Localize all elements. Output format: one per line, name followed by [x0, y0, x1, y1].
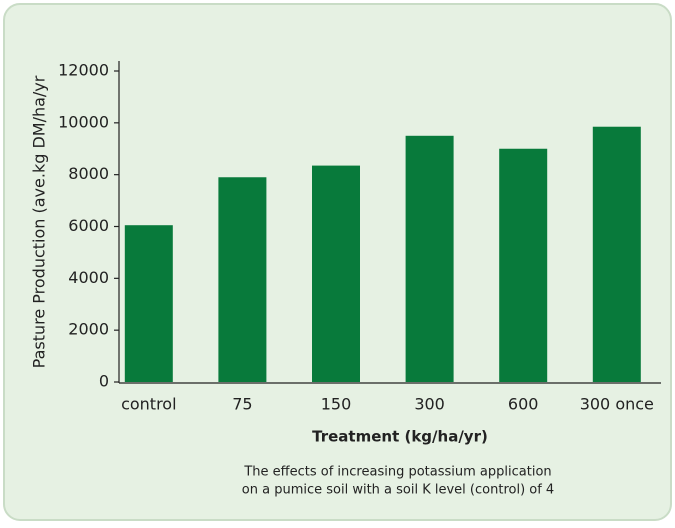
y-tick-label: 0	[99, 372, 109, 391]
y-tick-label: 12000	[58, 61, 109, 80]
caption-line: on a pumice soil with a soil K level (co…	[242, 483, 554, 498]
bar	[499, 148, 548, 382]
bar	[405, 135, 454, 382]
x-axis-label: Treatment (kg/ha/yr)	[312, 428, 488, 446]
y-tick-label: 6000	[68, 216, 109, 235]
caption-line: The effects of increasing potassium appl…	[243, 465, 551, 480]
x-tick-label: control	[121, 395, 176, 414]
x-tick-label: 300	[414, 395, 445, 414]
x-tick-label: 600	[508, 395, 539, 414]
bar	[312, 165, 360, 382]
bar	[592, 126, 641, 383]
y-tick-label: 2000	[68, 320, 109, 339]
bar	[218, 177, 267, 382]
y-tick-label: 10000	[58, 112, 109, 131]
y-tick-label: 4000	[68, 268, 109, 287]
x-tick-label: 150	[321, 395, 352, 414]
y-axis-label: Pasture Production (ave.kg DM/ha/yr	[30, 75, 49, 368]
y-tick-label: 8000	[68, 164, 109, 183]
bar	[124, 225, 173, 382]
x-tick-label: 75	[232, 395, 252, 414]
x-tick-label: 300 once	[580, 395, 654, 414]
